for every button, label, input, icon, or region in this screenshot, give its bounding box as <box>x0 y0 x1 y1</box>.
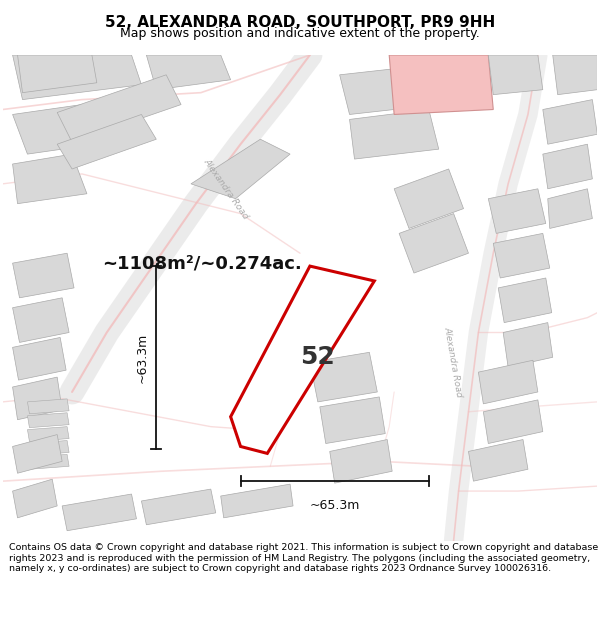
Polygon shape <box>13 104 97 154</box>
Polygon shape <box>488 55 543 94</box>
Polygon shape <box>230 266 374 453</box>
Polygon shape <box>389 55 493 114</box>
Polygon shape <box>488 189 546 233</box>
Polygon shape <box>13 479 57 518</box>
Polygon shape <box>469 439 528 481</box>
Polygon shape <box>340 65 439 114</box>
Polygon shape <box>57 75 181 142</box>
Text: ~63.3m: ~63.3m <box>136 332 148 383</box>
Polygon shape <box>543 99 598 144</box>
Polygon shape <box>13 253 74 298</box>
Text: Alexandra Road: Alexandra Road <box>443 326 464 398</box>
Text: ~65.3m: ~65.3m <box>310 499 360 512</box>
Polygon shape <box>191 139 290 199</box>
Polygon shape <box>221 484 293 518</box>
Polygon shape <box>13 298 69 343</box>
Polygon shape <box>548 189 592 228</box>
Polygon shape <box>13 377 62 420</box>
Polygon shape <box>146 55 230 89</box>
Polygon shape <box>13 434 62 473</box>
Polygon shape <box>13 338 66 380</box>
Polygon shape <box>498 278 552 322</box>
Text: 52, ALEXANDRA ROAD, SOUTHPORT, PR9 9HH: 52, ALEXANDRA ROAD, SOUTHPORT, PR9 9HH <box>105 16 495 31</box>
Polygon shape <box>28 412 69 428</box>
Polygon shape <box>394 169 464 228</box>
Polygon shape <box>493 233 550 278</box>
Text: Alexandra Road: Alexandra Road <box>202 157 250 221</box>
Text: 52: 52 <box>301 345 335 369</box>
Polygon shape <box>543 144 592 189</box>
Polygon shape <box>484 400 543 444</box>
Polygon shape <box>13 55 142 99</box>
Polygon shape <box>28 454 69 469</box>
Polygon shape <box>478 360 538 404</box>
Polygon shape <box>28 399 69 414</box>
Polygon shape <box>28 441 69 456</box>
Polygon shape <box>310 352 377 402</box>
Polygon shape <box>17 55 97 92</box>
Polygon shape <box>28 427 69 441</box>
Polygon shape <box>13 154 87 204</box>
Polygon shape <box>399 214 469 273</box>
Text: ~1108m²/~0.274ac.: ~1108m²/~0.274ac. <box>102 254 302 272</box>
Polygon shape <box>57 114 156 169</box>
Polygon shape <box>350 109 439 159</box>
Polygon shape <box>320 397 385 444</box>
Polygon shape <box>62 494 136 531</box>
Polygon shape <box>503 322 553 368</box>
Polygon shape <box>142 489 216 525</box>
Polygon shape <box>553 55 598 94</box>
Polygon shape <box>330 439 392 483</box>
Text: Contains OS data © Crown copyright and database right 2021. This information is : Contains OS data © Crown copyright and d… <box>9 543 598 573</box>
Text: Map shows position and indicative extent of the property.: Map shows position and indicative extent… <box>120 27 480 39</box>
